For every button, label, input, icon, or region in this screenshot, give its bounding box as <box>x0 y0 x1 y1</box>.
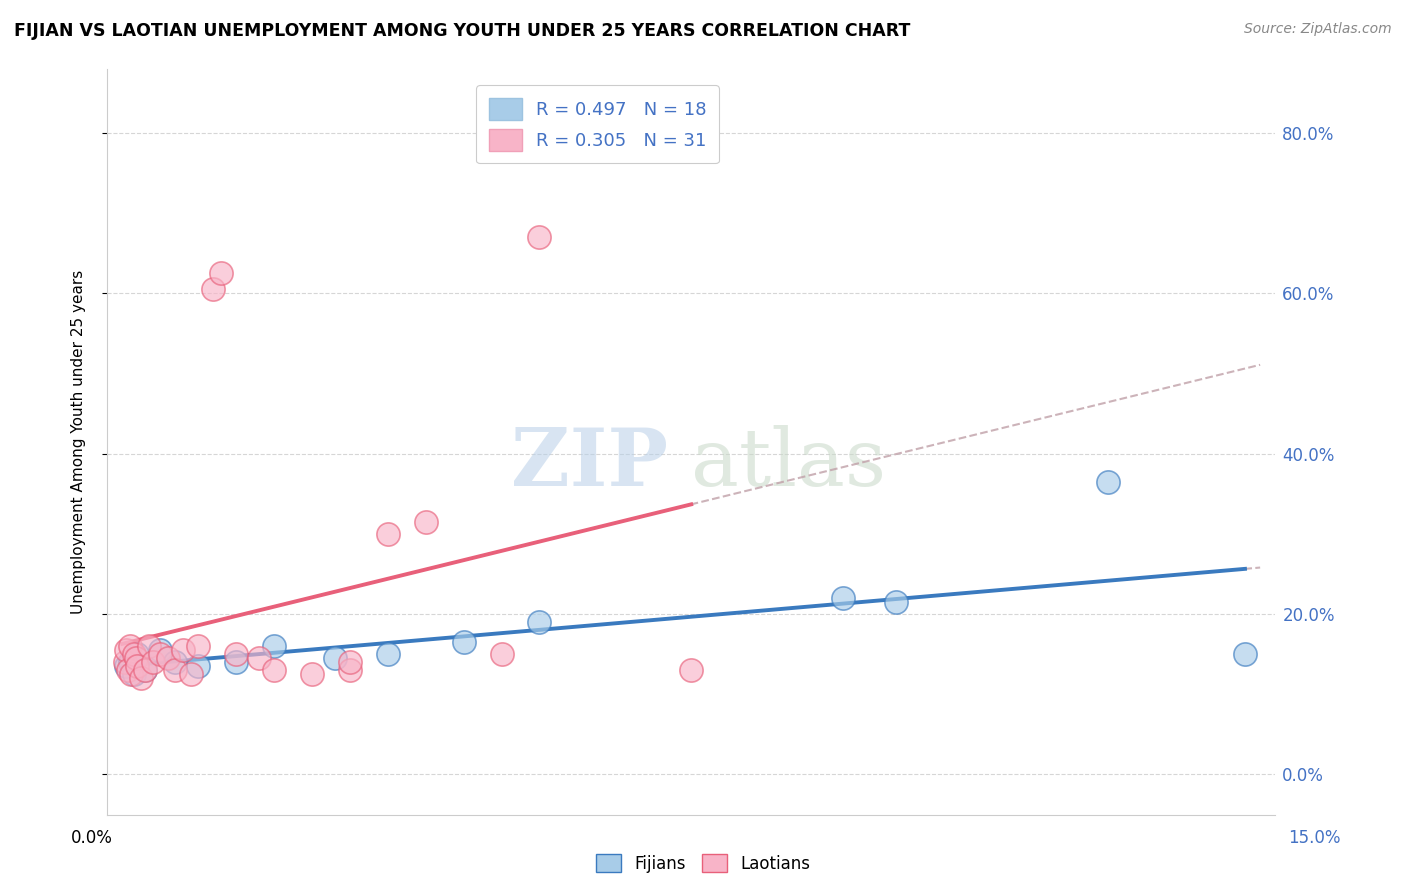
Point <box>415 515 437 529</box>
Point <box>120 667 142 681</box>
Point <box>832 591 855 605</box>
Point <box>202 282 225 296</box>
Point <box>149 643 172 657</box>
Point <box>187 659 209 673</box>
Point <box>115 643 138 657</box>
Point <box>165 663 187 677</box>
Point <box>377 647 399 661</box>
Point <box>165 655 187 669</box>
Point <box>180 667 202 681</box>
Text: FIJIAN VS LAOTIAN UNEMPLOYMENT AMONG YOUTH UNDER 25 YEARS CORRELATION CHART: FIJIAN VS LAOTIAN UNEMPLOYMENT AMONG YOU… <box>14 22 911 40</box>
Point <box>142 655 165 669</box>
Point <box>118 655 141 669</box>
Point <box>339 663 361 677</box>
Point <box>149 647 172 661</box>
Text: 15.0%: 15.0% <box>1288 829 1341 847</box>
Point <box>1233 647 1256 661</box>
Text: ZIP: ZIP <box>510 425 668 503</box>
Point <box>115 659 138 673</box>
Point <box>263 639 285 653</box>
Y-axis label: Unemployment Among Youth under 25 years: Unemployment Among Youth under 25 years <box>72 269 86 614</box>
Point <box>263 663 285 677</box>
Point <box>118 639 141 653</box>
Point <box>225 655 247 669</box>
Point <box>247 651 270 665</box>
Point <box>301 667 323 681</box>
Point <box>122 667 145 681</box>
Point <box>225 647 247 661</box>
Legend: R = 0.497   N = 18, R = 0.305   N = 31: R = 0.497 N = 18, R = 0.305 N = 31 <box>477 85 718 163</box>
Point <box>187 639 209 653</box>
Point <box>138 639 160 653</box>
Point <box>127 659 149 673</box>
Point <box>127 647 149 661</box>
Point <box>209 266 232 280</box>
Point <box>681 663 703 677</box>
Point <box>339 655 361 669</box>
Point <box>134 663 156 677</box>
Point <box>122 647 145 661</box>
Point <box>129 671 152 685</box>
Legend: Fijians, Laotians: Fijians, Laotians <box>589 847 817 880</box>
Point <box>529 230 551 244</box>
Point <box>117 663 139 677</box>
Point <box>156 651 179 665</box>
Point <box>114 655 136 669</box>
Point <box>172 643 194 657</box>
Text: 0.0%: 0.0% <box>70 829 112 847</box>
Point <box>377 526 399 541</box>
Text: Source: ZipAtlas.com: Source: ZipAtlas.com <box>1244 22 1392 37</box>
Point <box>453 635 475 649</box>
Point <box>1097 475 1119 489</box>
Point <box>529 615 551 629</box>
Text: atlas: atlas <box>692 425 886 503</box>
Point <box>323 651 346 665</box>
Point <box>125 651 148 665</box>
Point <box>134 663 156 677</box>
Point <box>884 595 907 609</box>
Point <box>491 647 513 661</box>
